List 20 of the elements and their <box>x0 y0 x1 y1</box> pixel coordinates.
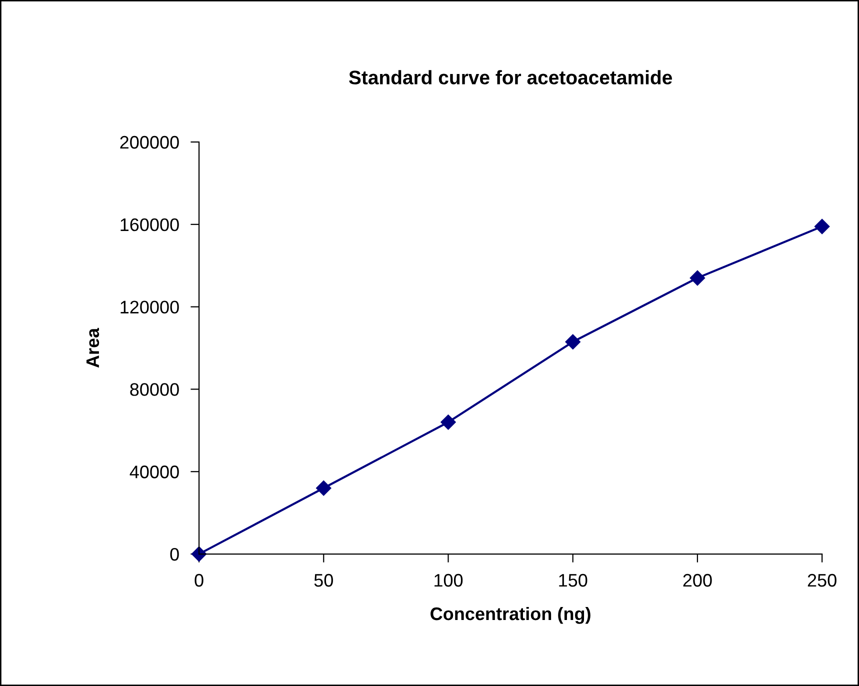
point <box>565 334 580 350</box>
point <box>690 270 706 286</box>
y-tick-label: 120000 <box>120 300 179 314</box>
x-axis-title: Concentration (ng) <box>430 606 590 624</box>
y-tick-label: 160000 <box>120 218 179 232</box>
y-tick-label: 40000 <box>130 466 179 478</box>
point <box>440 414 456 430</box>
y-tick-label: 80000 <box>130 383 179 396</box>
y-tick-label: 0 <box>170 548 179 561</box>
point <box>316 480 332 496</box>
x-tick-label: 150 <box>559 574 588 587</box>
x-tick-label: 50 <box>314 574 333 587</box>
x-tick-label: 250 <box>808 574 836 587</box>
chart-title: Standard curve for acetoacetamide <box>349 70 672 84</box>
y-tick-label: 200000 <box>120 136 179 149</box>
y-axis-title: Area <box>86 328 100 368</box>
x-tick-label: 200 <box>683 574 712 587</box>
x-tick-label: 0 <box>194 574 204 587</box>
point <box>814 218 830 234</box>
x-tick-label: 100 <box>434 574 463 587</box>
